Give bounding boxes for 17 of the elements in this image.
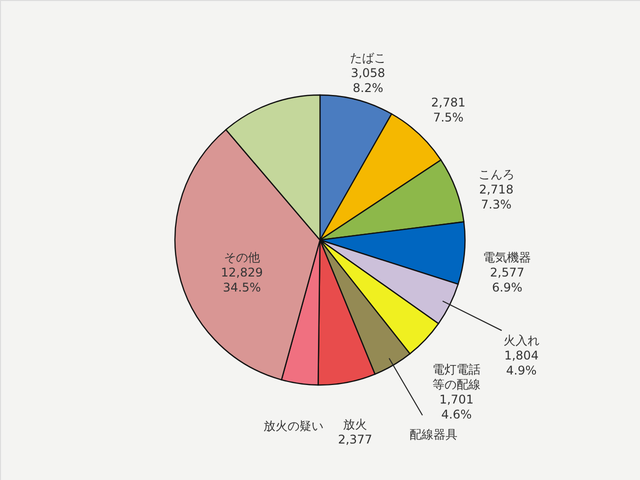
data-label: 12,829 34.5% (220, 265, 263, 294)
slice-label: 電灯電話等の配線 (432, 362, 481, 392)
data-label: 3,058 8.2% (350, 66, 386, 96)
data-label: 2,718 7.3% (479, 182, 514, 212)
data-label: 1,701 4.6% (439, 392, 474, 422)
slice-label: 火入れ (503, 333, 540, 348)
slice-label: その他 (224, 250, 260, 264)
slice-label: 放火の疑い (264, 419, 324, 434)
data-label: 2,781 7.5% (431, 96, 466, 125)
slice-label: こんろ (478, 168, 514, 182)
data-label: 1,804 4.9% (504, 348, 539, 378)
slice-label: たばこ (350, 51, 386, 66)
slice-label: 電気機器 (483, 250, 532, 264)
slice-label: 放火 (343, 418, 368, 432)
slice-label: 配線器具 (410, 427, 458, 442)
data-label: 2,577 6.9% (490, 265, 524, 294)
data-label: 2,377 (338, 432, 372, 447)
